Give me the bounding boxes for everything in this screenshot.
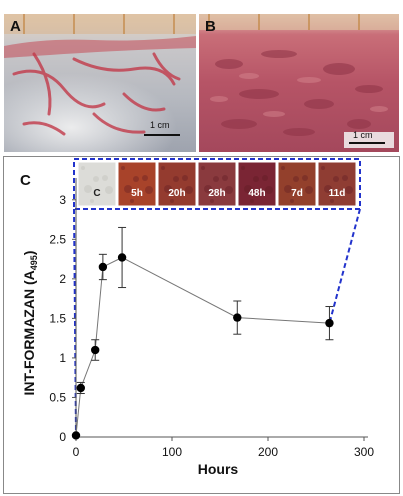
x-tick-label: 0 [73,445,80,459]
inset-texture [302,175,308,181]
data-point [117,253,127,262]
zoom-line-right [328,208,361,324]
inset-texture [284,185,292,193]
inset-strip: C 5h 20h 28h 48h 7d 11d [73,158,361,436]
inset-texture [305,186,313,194]
x-tick-label: 100 [162,445,182,459]
inset-texture [93,176,99,182]
inset-texture [145,186,153,194]
inset-texture [102,175,108,181]
inset-texture [124,185,132,193]
inset-texture [170,199,174,203]
inset-texture [290,199,294,203]
inset-image [237,161,277,207]
x-axis-label: Hours [198,461,239,477]
inset-image [117,161,157,207]
inset-image [157,161,197,207]
inset-texture [185,186,193,194]
inset-label: 20h [168,188,185,199]
inset-texture [342,175,348,181]
inset-texture [142,175,148,181]
panel-a-scale-text: 1 cm [150,120,170,130]
data-point [233,313,242,322]
inset-texture [324,185,332,193]
inset-texture [130,199,134,203]
inset-texture [253,176,259,182]
panel-b-photo: B 1 cm [199,14,399,152]
panel-c-frame [3,156,400,494]
inset-texture [321,166,325,170]
series-line [75,256,330,436]
inset-texture [182,175,188,181]
inset-label: 11d [329,188,346,199]
inset-texture [225,186,233,194]
y-tick-label: 0 [59,430,66,444]
inset-texture [173,176,179,182]
inset-texture [345,186,353,194]
y-tick-label: 1 [59,351,66,365]
inset-texture [84,185,92,193]
data-point [98,262,108,272]
data-point [71,431,81,440]
x-tick-label: 300 [354,445,374,459]
panel-a-scale-bar [144,134,180,136]
inset-texture [213,176,219,182]
inset-texture [204,185,212,193]
panel-a-photo: A 1 cm [4,14,196,152]
chart-axes: 0 0.5 1 1.5 2 2.5 3 0 100 200 300 [49,178,374,459]
panel-b-scale-bar [349,142,385,144]
x-tick-label: 200 [258,445,278,459]
panel-c-label: C [20,172,31,189]
chart-plot [71,226,334,440]
data-point [76,383,86,393]
inset-label: 28h [208,188,225,199]
inset-label: C [93,188,100,199]
inset-texture [161,166,165,170]
inset-image [77,161,117,207]
panel-b-scale-text: 1 cm [353,130,373,140]
inset-label: 5h [131,188,143,199]
y-tick-label: 0.5 [49,390,66,404]
inset-label: 48h [248,188,265,199]
inset-texture [90,199,94,203]
inset-texture [133,176,139,182]
inset-texture [164,185,172,193]
inset-texture [222,175,228,181]
inset-texture [81,166,85,170]
panel-b-label: B [205,18,216,35]
y-axis-label: INT-FORMAZAN (A495) [21,251,39,396]
y-tick-label: 2.5 [49,232,66,246]
inset-texture [293,176,299,182]
inset-texture [333,176,339,182]
inset-texture [241,166,245,170]
inset-texture [121,166,125,170]
inset-texture [201,166,205,170]
y-tick-label: 3 [59,193,66,207]
data-point [91,345,100,355]
panel-a-label: A [10,18,21,35]
inset-image [197,161,237,207]
y-tick-label: 1.5 [49,311,66,325]
inset-texture [250,199,254,203]
inset-texture [244,185,252,193]
inset-texture [105,186,113,194]
inset-texture [210,199,214,203]
y-tick-label: 2 [59,272,66,286]
data-point [325,318,334,328]
panel-b-image [199,14,399,152]
inset-label: 7d [291,188,303,199]
inset-image [317,161,357,207]
inset-texture [281,166,285,170]
inset-image [277,161,317,207]
inset-texture [265,186,273,194]
inset-texture [262,175,268,181]
inset-texture [330,199,334,203]
